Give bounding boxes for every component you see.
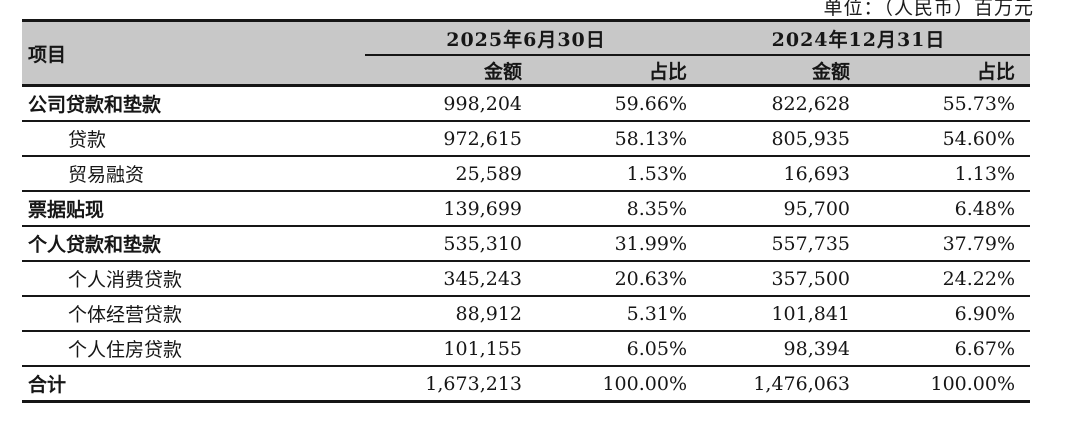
unit-label: 单位：（人民币）百万元 bbox=[823, 0, 1034, 19]
row-label: 贷款 bbox=[22, 121, 365, 157]
table-row-loans: 贷款 972,615 58.13% 805,935 54.60% bbox=[22, 121, 1031, 157]
ratio-2025-cell: 1.53% bbox=[522, 156, 688, 192]
column-header-period-2024: 2024年12月31日 bbox=[687, 20, 1031, 56]
ratio-2025-cell: 100.00% bbox=[522, 366, 688, 403]
header-date-row: 项目 2025年6月30日 2024年12月31日 bbox=[22, 20, 1031, 87]
amount-2025-cell: 25,589 bbox=[365, 156, 522, 192]
loans-table: 项目 2025年6月30日 2024年12月31日 金额 占比 金额 占比 公司… bbox=[22, 19, 1031, 403]
table-row-total: 合计 1,673,213 100.00% 1,476,063 100.00% bbox=[22, 366, 1031, 403]
header-subcolumn-row: 金额 占比 金额 占比 bbox=[22, 55, 1031, 87]
amount-2025-cell: 139,699 bbox=[365, 191, 522, 227]
ratio-2025-cell: 20.63% bbox=[522, 261, 688, 297]
row-label: 公司贷款和垫款 bbox=[22, 85, 365, 122]
row-label: 个人消费贷款 bbox=[22, 261, 365, 297]
table-row-individual-business-loans: 个体经营贷款 88,912 5.31% 101,841 6.90% bbox=[22, 296, 1031, 332]
ratio-2024-cell: 37.79% bbox=[850, 226, 1031, 262]
ratio-2024-cell: 6.90% bbox=[850, 296, 1031, 332]
row-label: 个人住房贷款 bbox=[22, 331, 365, 367]
table-row-personal-consumption-loans: 个人消费贷款 345,243 20.63% 357,500 24.22% bbox=[22, 261, 1031, 297]
amount-2025-cell: 101,155 bbox=[365, 331, 522, 367]
table-row-personal-housing-loans: 个人住房贷款 101,155 6.05% 98,394 6.67% bbox=[22, 331, 1031, 367]
table-row-corporate-loans: 公司贷款和垫款 998,204 59.66% 822,628 55.73% bbox=[22, 85, 1031, 122]
ratio-2024-cell: 6.48% bbox=[850, 191, 1031, 227]
amount-2024-cell: 16,693 bbox=[687, 156, 851, 192]
row-label: 合计 bbox=[22, 366, 365, 403]
ratio-2024-cell: 100.00% bbox=[850, 366, 1031, 403]
amount-2024-cell: 98,394 bbox=[687, 331, 851, 367]
amount-2025-cell: 1,673,213 bbox=[365, 366, 522, 403]
column-header-ratio-2025: 占比 bbox=[522, 55, 688, 87]
column-header-amount-2024: 金额 bbox=[687, 55, 851, 87]
column-header-period-2025: 2025年6月30日 bbox=[365, 20, 688, 56]
amount-2024-cell: 1,476,063 bbox=[687, 366, 851, 403]
ratio-2025-cell: 8.35% bbox=[522, 191, 688, 227]
column-header-ratio-2024: 占比 bbox=[850, 55, 1031, 87]
row-label: 贸易融资 bbox=[22, 156, 365, 192]
table-row-trade-finance: 贸易融资 25,589 1.53% 16,693 1.13% bbox=[22, 156, 1031, 192]
amount-2024-cell: 822,628 bbox=[687, 85, 851, 122]
column-header-amount-2025: 金额 bbox=[365, 55, 522, 87]
ratio-2024-cell: 55.73% bbox=[850, 85, 1031, 122]
row-label: 票据贴现 bbox=[22, 191, 365, 227]
amount-2024-cell: 357,500 bbox=[687, 261, 851, 297]
ratio-2025-cell: 5.31% bbox=[522, 296, 688, 332]
ratio-2024-cell: 54.60% bbox=[850, 121, 1031, 157]
table-row-personal-loans: 个人贷款和垫款 535,310 31.99% 557,735 37.79% bbox=[22, 226, 1031, 262]
amount-2024-cell: 805,935 bbox=[687, 121, 851, 157]
ratio-2024-cell: 24.22% bbox=[850, 261, 1031, 297]
amount-2025-cell: 535,310 bbox=[365, 226, 522, 262]
ratio-2025-cell: 31.99% bbox=[522, 226, 688, 262]
table-row-bill-discounting: 票据贴现 139,699 8.35% 95,700 6.48% bbox=[22, 191, 1031, 227]
ratio-2025-cell: 58.13% bbox=[522, 121, 688, 157]
ratio-2024-cell: 6.67% bbox=[850, 331, 1031, 367]
amount-2025-cell: 345,243 bbox=[365, 261, 522, 297]
ratio-2025-cell: 6.05% bbox=[522, 331, 688, 367]
row-label: 个人贷款和垫款 bbox=[22, 226, 365, 262]
amount-2024-cell: 95,700 bbox=[687, 191, 851, 227]
ratio-2024-cell: 1.13% bbox=[850, 156, 1031, 192]
ratio-2025-cell: 59.66% bbox=[522, 85, 688, 122]
amount-2024-cell: 557,735 bbox=[687, 226, 851, 262]
row-label: 个体经营贷款 bbox=[22, 296, 365, 332]
column-header-item: 项目 bbox=[22, 20, 365, 87]
amount-2024-cell: 101,841 bbox=[687, 296, 851, 332]
amount-2025-cell: 88,912 bbox=[365, 296, 522, 332]
amount-2025-cell: 998,204 bbox=[365, 85, 522, 122]
amount-2025-cell: 972,615 bbox=[365, 121, 522, 157]
